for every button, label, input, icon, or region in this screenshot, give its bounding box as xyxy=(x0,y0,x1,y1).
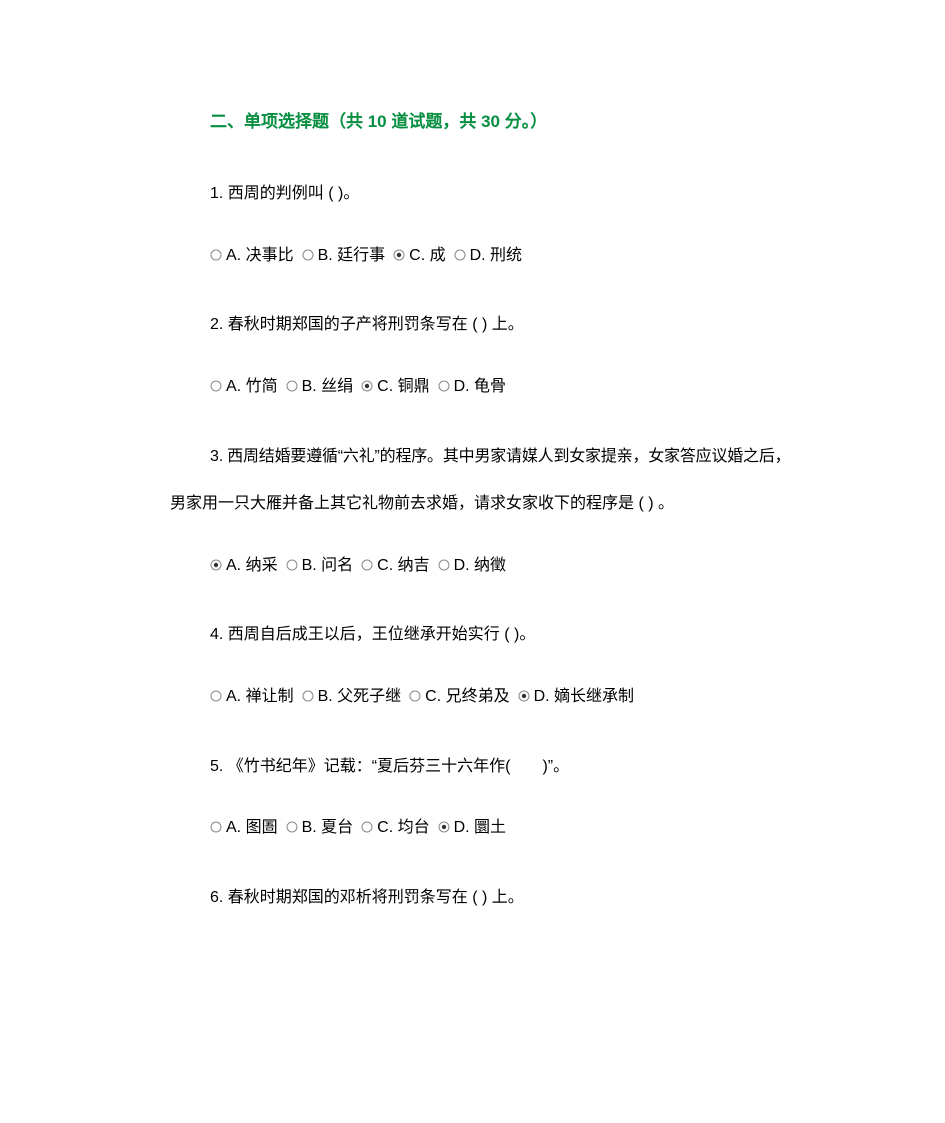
question-3-line1: 3. 西周结婚要遵循“六礼”的程序。其中男家请媒人到女家提亲，女家答应议婚之后， xyxy=(210,444,810,470)
radio-selected-icon[interactable] xyxy=(438,821,450,833)
radio-selected-icon[interactable] xyxy=(361,380,373,392)
radio-empty-icon[interactable] xyxy=(438,559,450,571)
option-label: B. 问名 xyxy=(302,553,354,579)
option-label: A. 禅让制 xyxy=(226,684,294,710)
option-label: C. 兄终弟及 xyxy=(425,684,509,710)
option-label: D. 嫡长继承制 xyxy=(534,684,634,710)
radio-empty-icon[interactable] xyxy=(210,690,222,702)
option-label: A. 决事比 xyxy=(226,243,294,269)
option-label: C. 均台 xyxy=(377,815,429,841)
radio-selected-icon[interactable] xyxy=(393,249,405,261)
question-2-text: 2. 春秋时期郑国的子产将刑罚条写在 ( ) 上。 xyxy=(210,312,810,338)
option-label: B. 丝绢 xyxy=(302,374,354,400)
option-label: D. 刑统 xyxy=(470,243,522,269)
option-label: C. 纳吉 xyxy=(377,553,429,579)
radio-empty-icon[interactable] xyxy=(210,249,222,261)
question-1-options: A. 决事比 B. 廷行事 C. 成 D. 刑统 xyxy=(210,243,810,269)
radio-empty-icon[interactable] xyxy=(409,690,421,702)
option-label: B. 夏台 xyxy=(302,815,354,841)
radio-empty-icon[interactable] xyxy=(454,249,466,261)
radio-empty-icon[interactable] xyxy=(210,821,222,833)
question-3-options: A. 纳采 B. 问名 C. 纳吉 D. 纳徵 xyxy=(210,553,810,579)
option-label: D. 龟骨 xyxy=(454,374,506,400)
radio-empty-icon[interactable] xyxy=(361,821,373,833)
radio-empty-icon[interactable] xyxy=(302,690,314,702)
option-label: B. 廷行事 xyxy=(318,243,386,269)
radio-selected-icon[interactable] xyxy=(210,559,222,571)
option-label: C. 成 xyxy=(409,243,445,269)
question-3-line2: 男家用一只大雁并备上其它礼物前去求婚，请求女家收下的程序是 ( ) 。 xyxy=(170,491,810,517)
radio-selected-icon[interactable] xyxy=(518,690,530,702)
question-3-text: 3. 西周结婚要遵循“六礼”的程序。其中男家请媒人到女家提亲，女家答应议婚之后，… xyxy=(170,444,810,517)
question-5-options: A. 图圄 B. 夏台 C. 均台 D. 圜土 xyxy=(210,815,810,841)
option-label: C. 铜鼎 xyxy=(377,374,429,400)
question-4-text: 4. 西周自后成王以后，王位继承开始实行 ( )。 xyxy=(210,622,810,648)
radio-empty-icon[interactable] xyxy=(210,380,222,392)
radio-empty-icon[interactable] xyxy=(286,821,298,833)
question-1-text: 1. 西周的判例叫 ( )。 xyxy=(210,181,810,207)
option-label: A. 纳采 xyxy=(226,553,278,579)
option-label: A. 图圄 xyxy=(226,815,278,841)
option-label: A. 竹简 xyxy=(226,374,278,400)
question-2-options: A. 竹简 B. 丝绢 C. 铜鼎 D. 龟骨 xyxy=(210,374,810,400)
radio-empty-icon[interactable] xyxy=(302,249,314,261)
question-4-options: A. 禅让制 B. 父死子继 C. 兄终弟及 D. 嫡长继承制 xyxy=(210,684,810,710)
radio-empty-icon[interactable] xyxy=(286,380,298,392)
option-label: D. 纳徵 xyxy=(454,553,506,579)
option-label: B. 父死子继 xyxy=(318,684,402,710)
page-content: 二、单项选择题（共 10 道试题，共 30 分。） 1. 西周的判例叫 ( )。… xyxy=(0,0,945,986)
radio-empty-icon[interactable] xyxy=(438,380,450,392)
question-6-text: 6. 春秋时期郑国的邓析将刑罚条写在 ( ) 上。 xyxy=(210,885,810,911)
question-5-text: 5. 《竹书纪年》记载：“夏后芬三十六年作( )”。 xyxy=(210,754,810,780)
option-label: D. 圜土 xyxy=(454,815,506,841)
radio-empty-icon[interactable] xyxy=(286,559,298,571)
section-heading: 二、单项选择题（共 10 道试题，共 30 分。） xyxy=(210,108,810,135)
radio-empty-icon[interactable] xyxy=(361,559,373,571)
